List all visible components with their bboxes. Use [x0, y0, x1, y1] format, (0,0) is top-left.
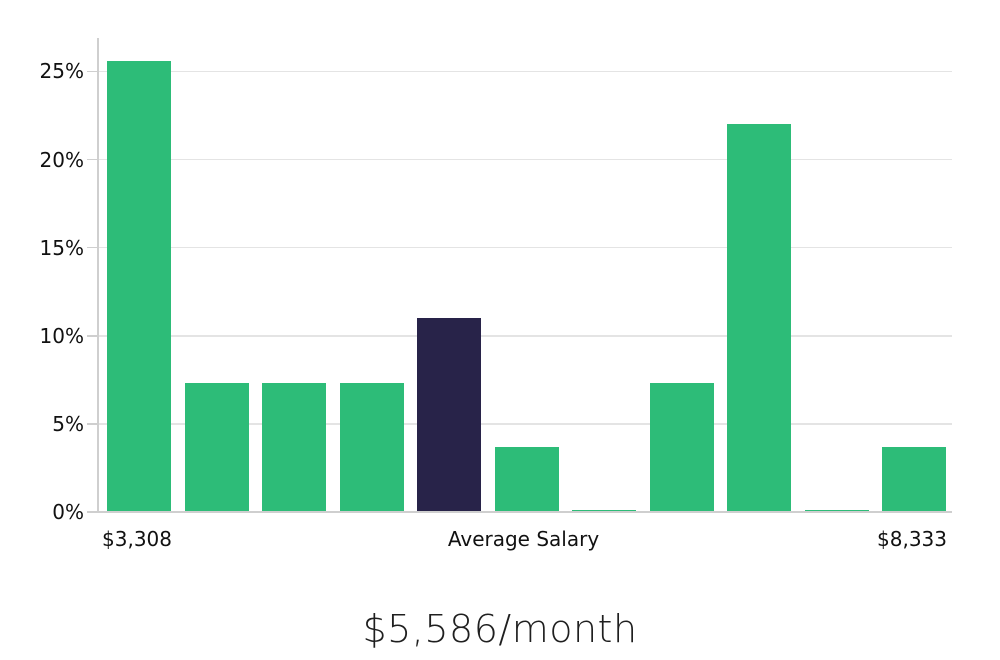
bar	[572, 510, 636, 512]
bar	[184, 383, 249, 512]
chart-title: $5,586/month	[362, 607, 638, 651]
bar-highlighted-average	[417, 318, 481, 512]
y-axis-tick-label: 5%	[52, 411, 84, 436]
bar	[727, 124, 791, 512]
gridline	[99, 335, 952, 337]
x-axis-label-center: Average Salary	[447, 527, 600, 551]
plot-area	[87, 38, 952, 513]
bar	[649, 383, 714, 512]
x-axis-label-last-bar: $8,333	[877, 527, 947, 551]
bar	[804, 510, 869, 512]
y-axis-tick-label: 10%	[39, 323, 84, 348]
gridline	[99, 246, 952, 249]
y-axis-tick-mark	[87, 423, 99, 425]
y-axis-tick-label: 0%	[52, 500, 84, 524]
x-axis-baseline	[99, 511, 952, 513]
y-axis-tick-label: 25%	[39, 59, 84, 84]
gridline	[99, 423, 952, 425]
y-axis-tick-mark	[87, 511, 99, 513]
y-axis-tick-label: 20%	[39, 147, 84, 172]
bar	[882, 446, 946, 512]
y-axis-tick-mark	[87, 158, 99, 161]
gridline	[99, 70, 952, 73]
y-axis-tick-mark	[87, 70, 99, 73]
x-axis-label-first-bar: $3,308	[102, 527, 172, 551]
bar	[494, 446, 559, 512]
bar	[262, 383, 326, 512]
y-axis-tick-label: 15%	[39, 235, 84, 260]
y-axis-tick-mark	[87, 246, 99, 249]
bar	[107, 60, 171, 512]
y-axis-tick-mark	[87, 335, 99, 337]
bar	[339, 383, 404, 512]
gridline	[99, 158, 952, 161]
